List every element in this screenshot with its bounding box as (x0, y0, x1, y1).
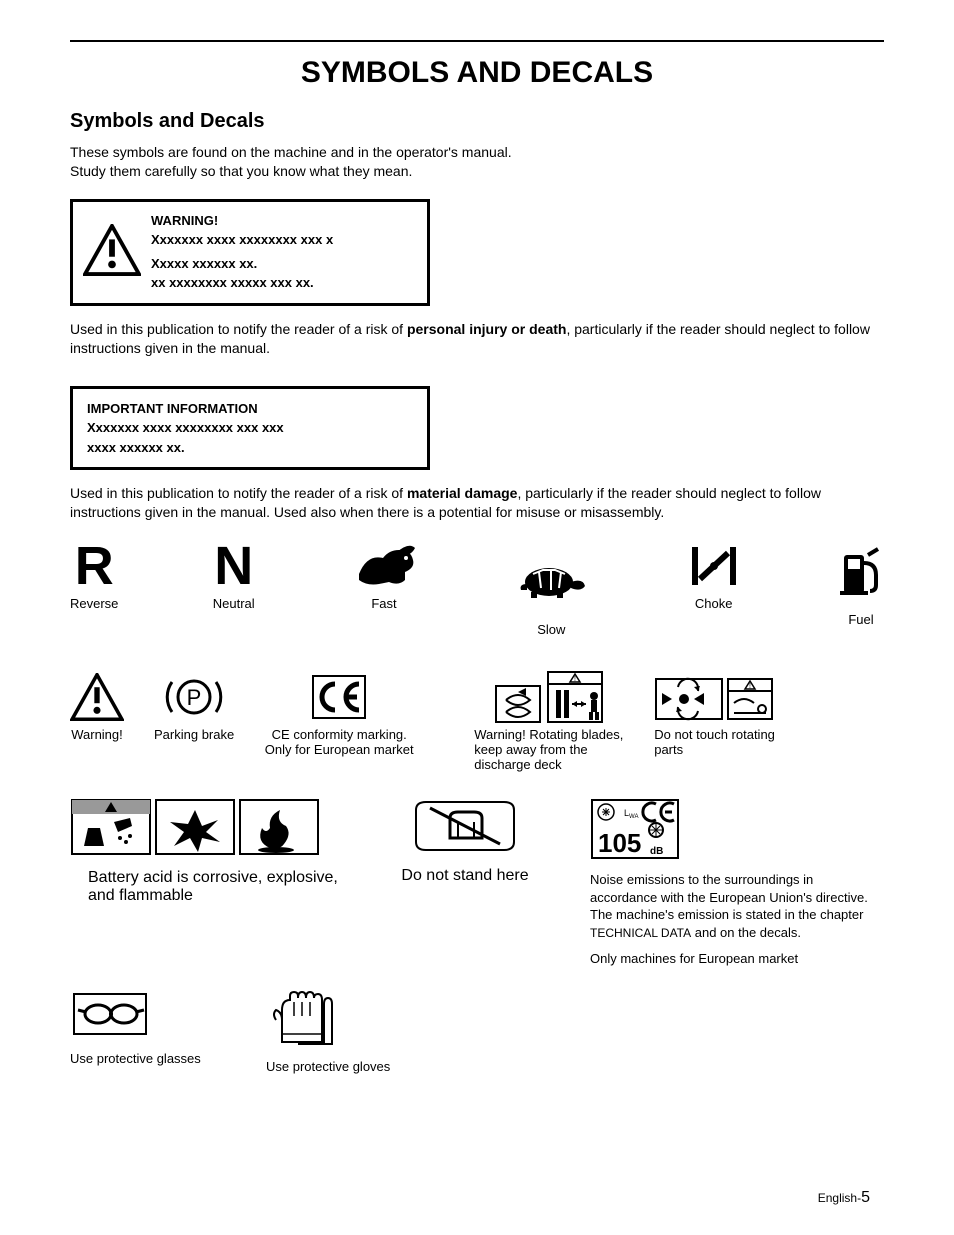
noise-tech: TECHNICAL DATA (590, 926, 691, 940)
symbol-slow: Slow (513, 554, 589, 637)
symbol-battery: Battery acid is corrosive, explosive, an… (70, 798, 340, 905)
noise-emission-icon: LWA 105 dB (590, 798, 870, 865)
do-not-stand-label: Do not stand here (401, 867, 528, 885)
do-not-stand-icon (410, 798, 520, 859)
svg-text:P: P (187, 685, 202, 710)
important-info-box: IMPORTANT INFORMATION Xxxxxxx xxxx xxxxx… (70, 386, 430, 471)
reverse-label: Reverse (70, 596, 118, 611)
protective-glasses-icon (70, 990, 230, 1043)
rotating-blades-label: Warning! Rotating blades, keep away from… (474, 727, 624, 772)
warning-box: WARNING! Xxxxxxx xxxx xxxxxxxx xxx x Xxx… (70, 199, 430, 306)
warning-heading: WARNING! (151, 212, 333, 231)
battery-label: Battery acid is corrosive, explosive, an… (88, 869, 340, 905)
symbol-choke: Choke (684, 540, 744, 637)
fuel-label: Fuel (848, 612, 873, 627)
intro-line1: These symbols are found on the machine a… (70, 144, 512, 160)
warning-box-text: WARNING! Xxxxxxx xxxx xxxxxxxx xxx x Xxx… (151, 202, 345, 303)
reverse-glyph: R (75, 540, 114, 592)
symbol-do-not-stand: Do not stand here (380, 798, 550, 885)
symbol-parking-brake: P Parking brake (154, 671, 234, 742)
symbol-gloves: Use protective gloves (266, 990, 436, 1074)
svg-text:dB: dB (650, 846, 663, 857)
parking-brake-label: Parking brake (154, 727, 234, 742)
symbol-noise: LWA 105 dB Noise emissions to the surrou… (590, 798, 870, 966)
warning-triangle-icon (73, 216, 151, 289)
symbols-row-2: Warning! P Parking brake CE conformity m… (70, 671, 884, 772)
warning-line2: Xxxxx xxxxxx xx. (151, 255, 333, 274)
warning-line3: xx xxxxxxxx xxxxx xxx xx. (151, 274, 333, 293)
battery-hazard-icons (70, 798, 340, 861)
top-rule (70, 40, 884, 42)
warning-triangle-small-icon (70, 671, 124, 723)
symbol-warning: Warning! (70, 671, 124, 742)
fast-label: Fast (371, 596, 396, 611)
info-caption-bold: material damage (407, 485, 518, 501)
page-main-title: SYMBOLS AND DECALS (70, 56, 884, 90)
ce-label: CE conformity marking. Only for European… (264, 727, 414, 757)
rotating-parts-icon: ! (654, 671, 774, 723)
symbol-fast: Fast (349, 540, 419, 637)
warning-caption: Used in this publication to notify the r… (70, 320, 884, 358)
rabbit-icon (349, 540, 419, 592)
footer-page: 5 (861, 1189, 870, 1206)
warning-line1: Xxxxxxx xxxx xxxxxxxx xxx x (151, 231, 333, 250)
neutral-glyph: N (214, 540, 253, 592)
info-line1: Xxxxxxx xxxx xxxxxxxx xxx xxx (87, 418, 413, 438)
noise-label-1b: and on the decals. (691, 925, 801, 940)
symbol-rotating-parts: ! Do not touch rotating parts (654, 671, 804, 757)
glasses-label: Use protective glasses (70, 1051, 230, 1066)
ce-mark-icon (309, 671, 369, 723)
intro-line2: Study them carefully so that you know wh… (70, 163, 412, 179)
choke-icon (684, 540, 744, 592)
info-heading: IMPORTANT INFORMATION (87, 399, 413, 419)
svg-text:!: ! (749, 683, 751, 690)
rotating-parts-label: Do not touch rotating parts (654, 727, 804, 757)
symbol-neutral: N Neutral (213, 540, 255, 637)
neutral-label: Neutral (213, 596, 255, 611)
symbols-row-1: R Reverse N Neutral Fast (70, 540, 884, 637)
parking-brake-icon: P (164, 671, 224, 723)
info-line2: xxxx xxxxxx xx. (87, 438, 413, 458)
symbol-rotating-blades: ! Warning! Rotating blades, keep away fr… (474, 671, 624, 772)
symbols-row-4: Use protective glasses Use protective gl… (70, 990, 884, 1074)
symbol-glasses: Use protective glasses (70, 990, 230, 1066)
symbols-row-3: Battery acid is corrosive, explosive, an… (70, 798, 884, 966)
info-caption: Used in this publication to notify the r… (70, 484, 884, 522)
noise-value: 105 (598, 828, 641, 858)
symbol-reverse: R Reverse (70, 540, 118, 637)
symbol-fuel: Fuel (838, 546, 884, 637)
svg-text:WA: WA (629, 814, 638, 820)
protective-gloves-icon (266, 990, 436, 1051)
footer-lang: English- (818, 1191, 861, 1205)
fuel-pump-icon (838, 546, 884, 598)
gloves-label: Use protective gloves (266, 1059, 436, 1074)
symbol-ce: CE conformity marking. Only for European… (264, 671, 414, 757)
warning-label: Warning! (71, 727, 123, 742)
info-caption-pre: Used in this publication to notify the r… (70, 485, 407, 501)
page-footer: English-5 (818, 1189, 870, 1207)
turtle-icon (513, 554, 589, 606)
noise-label-1: Noise emissions to the surroundings in a… (590, 872, 868, 922)
noise-label-2: Only machines for European market (590, 951, 870, 966)
choke-label: Choke (695, 596, 733, 611)
warning-caption-bold: personal injury or death (407, 321, 566, 337)
rotating-blades-icon: ! (494, 671, 604, 723)
svg-text:!: ! (574, 676, 576, 683)
section-title: Symbols and Decals (70, 110, 884, 133)
intro-text: These symbols are found on the machine a… (70, 143, 884, 181)
warning-caption-pre: Used in this publication to notify the r… (70, 321, 407, 337)
slow-label: Slow (537, 622, 565, 637)
noise-label: Noise emissions to the surroundings in a… (590, 871, 870, 941)
